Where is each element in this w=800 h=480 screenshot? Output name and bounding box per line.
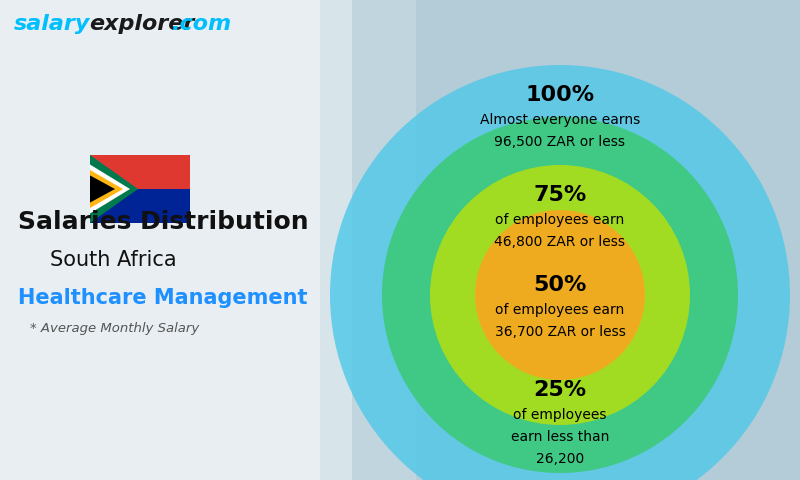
Text: of employees: of employees — [514, 408, 606, 422]
Text: of employees earn: of employees earn — [495, 303, 625, 317]
Text: Salaries Distribution: Salaries Distribution — [18, 210, 309, 234]
Text: * Average Monthly Salary: * Average Monthly Salary — [30, 322, 199, 335]
Text: 26,200: 26,200 — [536, 452, 584, 466]
Circle shape — [382, 117, 738, 473]
Text: earn less than: earn less than — [511, 430, 609, 444]
Polygon shape — [90, 170, 123, 208]
Text: Almost everyone earns: Almost everyone earns — [480, 113, 640, 127]
Text: 96,500 ZAR or less: 96,500 ZAR or less — [494, 135, 626, 149]
Text: 25%: 25% — [534, 380, 586, 400]
Circle shape — [475, 210, 645, 380]
Text: Healthcare Management: Healthcare Management — [18, 288, 307, 308]
FancyBboxPatch shape — [320, 0, 800, 480]
Polygon shape — [90, 155, 138, 223]
Polygon shape — [90, 175, 115, 203]
Text: 46,800 ZAR or less: 46,800 ZAR or less — [494, 235, 626, 249]
Text: 100%: 100% — [526, 85, 594, 105]
FancyBboxPatch shape — [0, 0, 352, 480]
Text: 75%: 75% — [534, 185, 586, 205]
Text: 36,700 ZAR or less: 36,700 ZAR or less — [494, 325, 626, 339]
Circle shape — [330, 65, 790, 480]
Text: salary: salary — [14, 14, 90, 34]
Polygon shape — [90, 165, 130, 214]
Text: South Africa: South Africa — [50, 250, 177, 270]
Text: 50%: 50% — [534, 275, 586, 295]
FancyBboxPatch shape — [90, 189, 190, 223]
FancyBboxPatch shape — [90, 155, 190, 189]
FancyBboxPatch shape — [0, 0, 416, 480]
Circle shape — [430, 165, 690, 425]
Text: .com: .com — [172, 14, 232, 34]
Text: of employees earn: of employees earn — [495, 213, 625, 227]
Text: explorer: explorer — [89, 14, 194, 34]
